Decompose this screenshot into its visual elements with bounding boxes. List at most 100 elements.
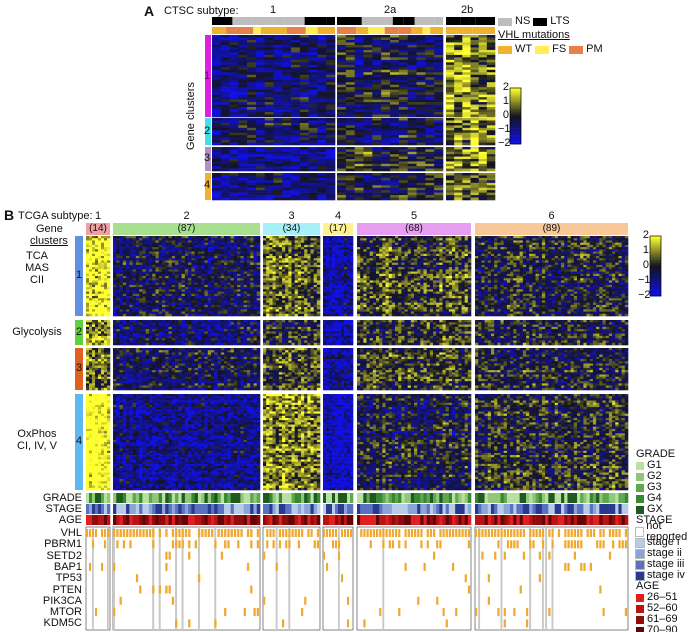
heatmap-cell xyxy=(132,278,137,281)
heatmap-cell xyxy=(398,59,408,63)
heatmap-cell xyxy=(243,264,248,268)
heatmap-cell xyxy=(175,302,179,306)
heatmap-cell xyxy=(407,64,417,68)
heatmap-cell xyxy=(158,333,163,337)
heatmap-cell xyxy=(92,253,96,257)
heatmap-cell xyxy=(337,114,347,118)
heatmap-cell xyxy=(425,161,435,165)
heatmap-cell xyxy=(237,329,241,332)
heatmap-cell xyxy=(175,276,179,279)
heatmap-cell xyxy=(95,340,99,344)
heatmap-cell xyxy=(212,107,222,110)
heatmap-cell xyxy=(129,240,133,243)
heatmap-cell xyxy=(152,291,156,295)
heatmap-cell xyxy=(354,125,364,129)
heatmap-cell xyxy=(175,293,179,297)
colorbar-segment xyxy=(510,131,521,134)
heatmap-cell xyxy=(345,39,355,43)
heatmap-cell xyxy=(470,120,479,124)
heatmap-cell xyxy=(212,127,222,131)
heatmap-cell xyxy=(104,256,108,259)
heatmap-cell xyxy=(107,413,111,417)
heatmap-cell xyxy=(308,161,318,165)
heatmap-cell xyxy=(425,197,435,201)
heatmap-cell xyxy=(337,159,347,162)
heatmap-cell xyxy=(381,175,391,179)
heatmap-cell xyxy=(407,195,417,198)
heatmap-cell xyxy=(237,309,241,312)
heatmap-cell xyxy=(299,192,309,196)
heatmap-cell xyxy=(425,74,435,78)
survival-bar-segment xyxy=(326,17,335,25)
heatmap-cell xyxy=(101,256,105,259)
heatmap-cell xyxy=(126,326,130,330)
heatmap-cell xyxy=(256,287,261,290)
heatmap-cell xyxy=(470,197,479,201)
heatmap-cell xyxy=(89,260,93,263)
heatmap-cell xyxy=(486,44,496,48)
heatmap-cell xyxy=(240,267,244,270)
heatmap-cell xyxy=(132,282,137,286)
heatmap-cell xyxy=(308,102,318,105)
heatmap-cell xyxy=(255,82,266,85)
heatmap-cell xyxy=(434,52,444,56)
heatmap-cell xyxy=(227,264,231,268)
heatmap-cell xyxy=(317,54,327,58)
heatmap-cell xyxy=(135,304,140,308)
heatmap-cell xyxy=(113,256,117,259)
heatmap-cell xyxy=(155,329,160,332)
heatmap-cell xyxy=(145,331,150,334)
heatmap-cell xyxy=(308,67,318,71)
heatmap-cell xyxy=(363,52,373,56)
heatmap-cell xyxy=(98,363,102,366)
heatmap-cell xyxy=(212,137,222,141)
heatmap-cell xyxy=(337,39,347,43)
heatmap-cell xyxy=(434,114,444,118)
heatmap-cell xyxy=(126,304,130,308)
heatmap-cell xyxy=(220,67,230,71)
heatmap-cell xyxy=(345,114,355,118)
heatmap-cell xyxy=(142,242,146,246)
heatmap-cell xyxy=(282,177,292,181)
heatmap-cell xyxy=(175,289,179,292)
heatmap-cell xyxy=(168,324,173,328)
heatmap-cell xyxy=(416,44,426,48)
heatmap-cell xyxy=(104,476,108,480)
heatmap-cell xyxy=(372,163,382,167)
colorbar-segment xyxy=(510,111,521,114)
heatmap-cell xyxy=(354,185,364,189)
heatmap-cell xyxy=(308,154,318,157)
heatmap-cell xyxy=(425,92,435,95)
heatmap-cell xyxy=(129,326,133,330)
heatmap-cell xyxy=(282,64,292,68)
heatmap-cell xyxy=(119,304,124,308)
heatmap-cell xyxy=(308,130,318,134)
heatmap-cell xyxy=(89,359,93,362)
heatmap-cell xyxy=(178,300,182,303)
heatmap-cell xyxy=(255,67,266,71)
heatmap-cell xyxy=(101,474,105,478)
heatmap-cell xyxy=(337,72,347,76)
heatmap-cell xyxy=(345,125,355,129)
heatmap-cell xyxy=(478,84,488,88)
heatmap-cell xyxy=(107,291,111,295)
heatmap-cell xyxy=(135,324,140,328)
heatmap-cell xyxy=(416,59,426,63)
heatmap-cell xyxy=(107,472,111,476)
heatmap-cell xyxy=(175,300,179,303)
heatmap-cell xyxy=(207,258,212,261)
heatmap-cell xyxy=(142,276,146,279)
grade-cell xyxy=(98,493,102,503)
heatmap-cell xyxy=(230,284,235,288)
heatmap-cell xyxy=(446,37,455,41)
heatmap-cell xyxy=(101,289,105,292)
heatmap-cell xyxy=(104,385,108,389)
heatmap-cell xyxy=(92,340,96,344)
heatmap-cell xyxy=(168,278,173,281)
heatmap-cell xyxy=(240,307,244,310)
heatmap-cell xyxy=(238,163,248,167)
heatmap-cell xyxy=(178,302,182,306)
heatmap-cell xyxy=(139,324,143,328)
heatmap-cell xyxy=(122,307,127,310)
heatmap-cell xyxy=(224,258,228,261)
